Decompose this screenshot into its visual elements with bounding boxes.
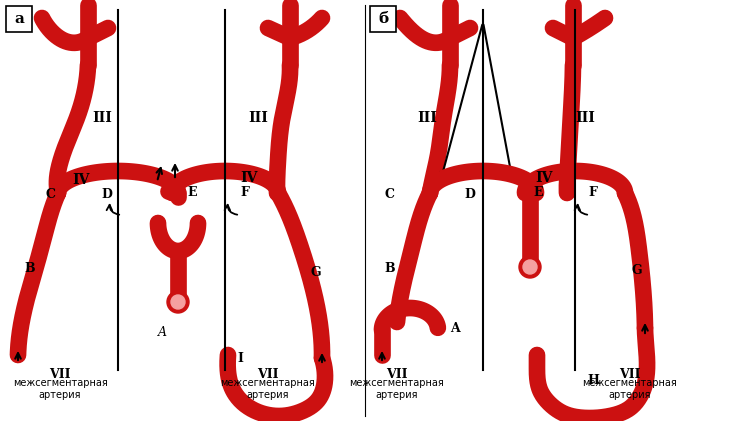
Text: артерия: артерия [247,390,289,400]
Circle shape [519,256,541,278]
Text: E: E [533,186,542,198]
Text: межсегментарная: межсегментарная [350,378,444,388]
Text: а: а [14,12,24,26]
Text: артерия: артерия [609,390,651,400]
Text: VII: VII [257,368,279,381]
Text: G: G [310,266,321,279]
Text: артерия: артерия [376,390,418,400]
Circle shape [167,291,189,313]
Text: III: III [248,111,268,125]
Text: межсегментарная: межсегментарная [220,378,315,388]
Text: IV: IV [72,173,89,187]
Text: б: б [378,12,388,26]
Circle shape [171,295,185,309]
Text: C: C [45,187,55,200]
Text: F: F [589,186,597,198]
Text: VII: VII [49,368,71,381]
Text: VII: VII [386,368,408,381]
Text: H: H [587,373,599,386]
Text: A: A [450,322,460,335]
Text: III: III [92,111,112,125]
Text: D: D [102,187,113,200]
Text: D: D [465,187,476,200]
Text: B: B [25,261,35,274]
Text: IV: IV [535,171,553,185]
Text: IV: IV [240,171,258,185]
Text: I: I [237,352,243,365]
Text: E: E [187,186,197,198]
Text: F: F [241,186,250,198]
Text: межсегментарная: межсегментарная [583,378,677,388]
Circle shape [523,260,537,274]
Text: артерия: артерия [39,390,81,400]
Text: III: III [417,111,437,125]
Text: C: C [385,187,395,200]
Text: A: A [157,325,166,338]
FancyBboxPatch shape [370,6,396,32]
Text: VII: VII [619,368,640,381]
Text: B: B [385,261,395,274]
FancyBboxPatch shape [6,6,32,32]
Text: G: G [632,264,642,277]
Text: межсегментарная: межсегментарная [12,378,108,388]
Text: III: III [575,111,595,125]
